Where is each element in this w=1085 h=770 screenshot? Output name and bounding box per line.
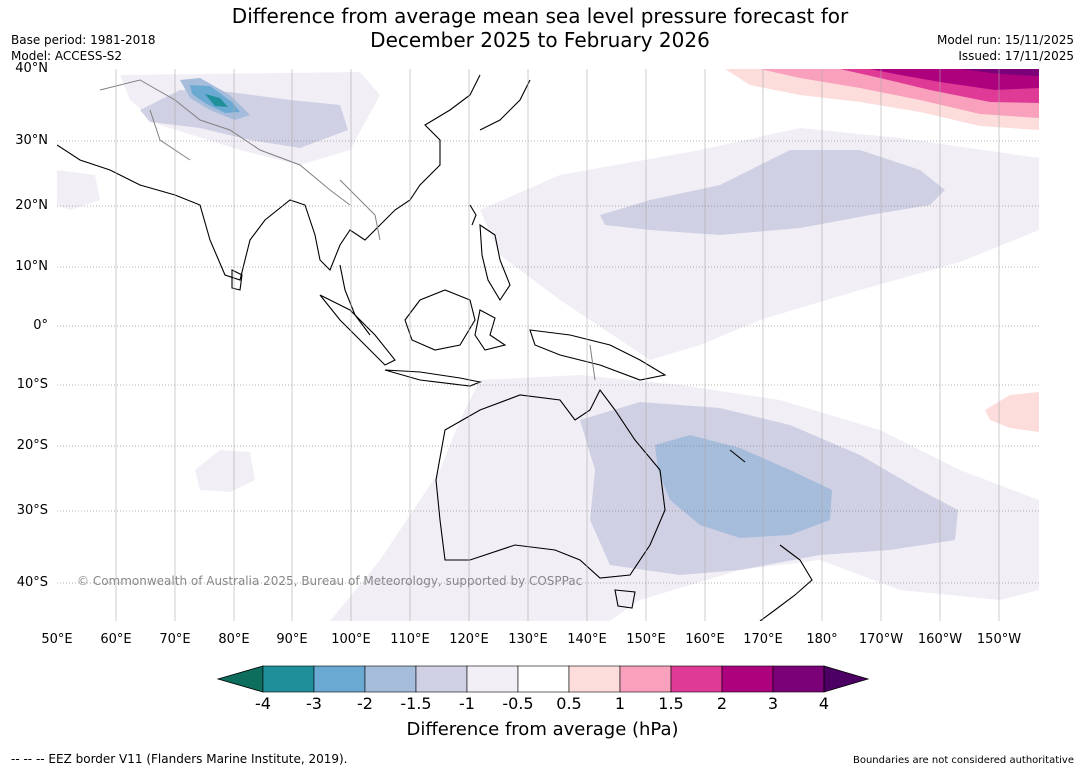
title-line-2: December 2025 to February 2026: [370, 28, 710, 52]
lon-label: 130°E: [508, 632, 548, 647]
colorbar-tick-label: 4: [818, 694, 830, 713]
sumatra: [319, 294, 396, 366]
lon-label: 50°E: [41, 632, 73, 647]
colorbar-cell: [721, 665, 774, 693]
eez-legend-note: -- -- -- EEZ border V11 (Flanders Marine…: [11, 752, 348, 766]
colorbar-cell: [568, 665, 621, 693]
java: [384, 369, 482, 387]
anomaly-minus-0-5: [195, 450, 255, 492]
colorbar-tick-label: -2: [357, 694, 373, 713]
colorbar-tick-label: -0.5: [502, 694, 534, 713]
sri-lanka: [231, 269, 243, 291]
tasmania: [614, 589, 636, 609]
philippines: [479, 223, 511, 302]
anomaly-plus-2: [870, 69, 1039, 90]
colorbar-max-arrow: [823, 665, 870, 693]
border-line: [339, 179, 381, 241]
colorbar-tick-label: -3: [306, 694, 322, 713]
colorbar: [216, 665, 870, 693]
anomaly-minus-1: [140, 90, 348, 148]
anomaly-minus-1: [600, 150, 945, 235]
anomaly-plus-3: [960, 69, 1039, 76]
lat-label-10n: 10°N: [15, 259, 48, 274]
lon-label: 90°E: [276, 632, 308, 647]
colorbar-cell: [619, 665, 672, 693]
lon-label: 60°E: [100, 632, 132, 647]
boundaries-disclaimer: Boundaries are not considered authoritat…: [852, 755, 1074, 766]
border-line: [589, 344, 596, 381]
copyright-notice: © Commonwealth of Australia 2025, Bureau…: [77, 574, 583, 588]
lon-label: 180°: [806, 632, 838, 647]
lon-label: 160°W: [917, 632, 963, 647]
colorbar-cell: [415, 665, 468, 693]
lon-label: 70°E: [159, 632, 191, 647]
colorbar-tick-label: 1: [614, 694, 626, 713]
map-title: Difference from average mean sea level p…: [170, 4, 910, 52]
lon-label: 140°E: [567, 632, 607, 647]
lat-label-30n: 30°N: [15, 133, 48, 148]
colorbar-cell: [313, 665, 366, 693]
lon-label: 120°E: [449, 632, 489, 647]
colorbar-tick-label: 1.5: [658, 694, 684, 713]
anomaly-minus-0-5: [57, 170, 100, 210]
colorbar-tick-label: -4: [255, 694, 271, 713]
colorbar-cell: [364, 665, 417, 693]
colorbar-tick-label: 0.5: [556, 694, 582, 713]
lon-label: 100°E: [331, 632, 371, 647]
colorbar-tick-label: -1: [459, 694, 475, 713]
new-zealand: [759, 544, 813, 621]
colorbar-tick-label: 2: [716, 694, 728, 713]
new-guinea: [529, 329, 667, 381]
colorbar-cell: [772, 665, 825, 693]
lon-label: 110°E: [390, 632, 430, 647]
coastlines: [57, 74, 813, 621]
model-info: Base period: 1981-2018 Model: ACCESS-S2: [11, 32, 156, 64]
lon-label: 80°E: [218, 632, 250, 647]
lon-label: 170°E: [743, 632, 783, 647]
map-field: [57, 69, 1039, 621]
anomaly-minus-1-5: [655, 435, 832, 538]
lat-label-10s: 10°S: [16, 377, 48, 392]
colorbar-cell: [517, 665, 570, 693]
lon-label: 150°W: [976, 632, 1022, 647]
national-borders: [99, 79, 596, 381]
colorbar-cell: [670, 665, 723, 693]
model-run: Model run: 15/11/2025: [936, 33, 1074, 47]
asia-coastline: [57, 74, 481, 281]
lat-label-40n: 40°N: [15, 61, 48, 76]
border-line: [149, 109, 191, 161]
model-name: Model: ACCESS-S2: [11, 49, 123, 63]
new-caledonia: [729, 449, 746, 463]
meridian-gridlines: [115, 69, 1000, 621]
anomaly-plus-0-5: [985, 392, 1039, 432]
malay-peninsula: [339, 264, 371, 336]
lat-label-20n: 20°N: [15, 198, 48, 213]
run-info: Model run: 15/11/2025 Issued: 17/11/2025: [937, 32, 1074, 64]
lat-label-30s: 30°S: [16, 503, 48, 518]
lat-label-40s: 40°S: [16, 575, 48, 590]
colorbar-min-arrow: [216, 665, 264, 693]
title-line-1: Difference from average mean sea level p…: [231, 4, 849, 28]
anomaly-minus-3: [205, 94, 228, 107]
lon-label: 150°E: [626, 632, 666, 647]
japan: [479, 79, 531, 131]
colorbar-cell: [262, 665, 315, 693]
base-period: Base period: 1981-2018: [11, 33, 156, 47]
lat-label-equator: 0°: [33, 318, 48, 333]
sulawesi: [474, 309, 507, 351]
colorbar-tick-label: -1.5: [400, 694, 432, 713]
issued-date: Issued: 17/11/2025: [958, 49, 1074, 63]
borneo: [404, 289, 476, 351]
colorbar-title: Difference from average (hPa): [406, 719, 679, 740]
border-line: [99, 79, 351, 206]
colorbar-tick-label: 3: [767, 694, 779, 713]
australia-coastline: [435, 388, 666, 579]
lat-label-20s: 20°S: [16, 438, 48, 453]
colorbar-cells: [262, 665, 825, 693]
taiwan: [469, 204, 477, 226]
lon-label: 160°E: [685, 632, 725, 647]
colorbar-cell: [466, 665, 519, 693]
lon-label: 170°W: [858, 632, 904, 647]
